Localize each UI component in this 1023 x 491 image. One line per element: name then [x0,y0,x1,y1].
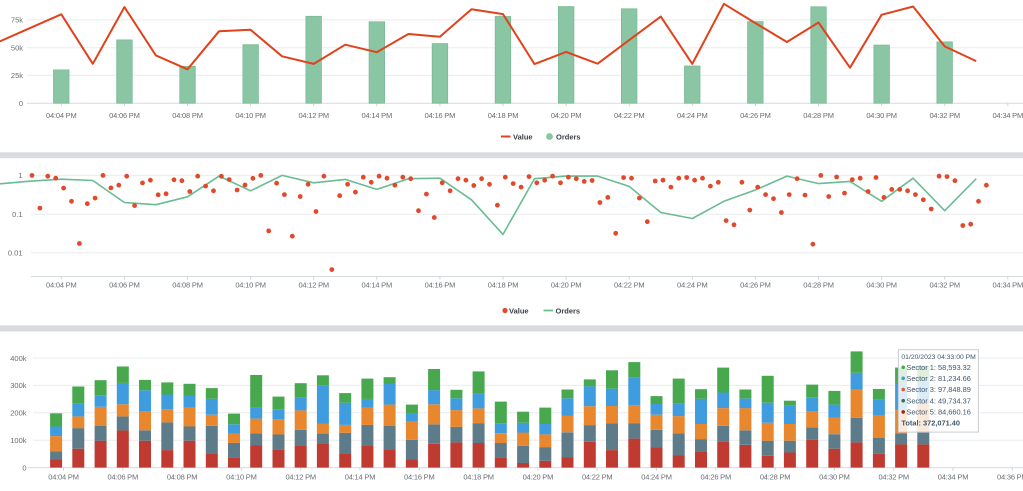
svg-text:0.01: 0.01 [8,249,23,258]
svg-text:Orders: Orders [556,306,581,315]
svg-text:Sector 1: 58,593.32: Sector 1: 58,593.32 [906,363,971,372]
svg-text:400k: 400k [10,354,27,363]
svg-text:0: 0 [19,99,23,108]
svg-text:04:20 PM: 04:20 PM [523,472,554,481]
svg-text:25k: 25k [11,71,23,80]
svg-text:04:04 PM: 04:04 PM [46,111,77,120]
svg-text:04:08 PM: 04:08 PM [172,111,203,120]
svg-text:04:14 PM: 04:14 PM [362,280,393,289]
svg-text:04:34 PM: 04:34 PM [993,111,1023,120]
svg-text:Value: Value [513,132,533,141]
svg-text:04:14 PM: 04:14 PM [345,472,376,481]
svg-text:04:04 PM: 04:04 PM [46,280,77,289]
svg-text:04:12 PM: 04:12 PM [298,111,329,120]
svg-text:04:04 PM: 04:04 PM [48,472,79,481]
svg-text:04:22 PM: 04:22 PM [614,280,645,289]
svg-text:04:22 PM: 04:22 PM [582,472,613,481]
svg-text:04:26 PM: 04:26 PM [740,280,771,289]
svg-text:04:32 PM: 04:32 PM [929,111,960,120]
svg-text:04:06 PM: 04:06 PM [109,111,140,120]
svg-text:04:22 PM: 04:22 PM [614,111,645,120]
svg-text:Orders: Orders [556,132,581,141]
svg-text:04:28 PM: 04:28 PM [760,472,791,481]
svg-text:Sector 3: 97,848.89: Sector 3: 97,848.89 [906,385,971,394]
svg-text:1: 1 [18,171,22,180]
svg-text:Sector 2: 81,234.66: Sector 2: 81,234.66 [906,374,971,383]
svg-text:04:16 PM: 04:16 PM [425,111,456,120]
svg-text:04:18 PM: 04:18 PM [463,472,494,481]
svg-text:100k: 100k [10,436,27,445]
svg-text:04:20 PM: 04:20 PM [551,111,582,120]
svg-text:200k: 200k [10,409,27,418]
svg-text:04:20 PM: 04:20 PM [551,280,582,289]
svg-text:Total: 372,071.40: Total: 372,071.40 [901,419,960,428]
svg-text:04:24 PM: 04:24 PM [677,111,708,120]
svg-text:04:26 PM: 04:26 PM [701,472,732,481]
svg-text:01/20/2023 04:33:00 PM: 01/20/2023 04:33:00 PM [901,354,976,361]
svg-text:Sector 5: 84,660.16: Sector 5: 84,660.16 [906,408,971,417]
svg-text:04:16 PM: 04:16 PM [425,280,456,289]
svg-text:04:24 PM: 04:24 PM [641,472,672,481]
svg-text:04:30 PM: 04:30 PM [866,280,897,289]
svg-text:04:18 PM: 04:18 PM [488,280,519,289]
svg-text:04:24 PM: 04:24 PM [677,280,708,289]
svg-text:04:18 PM: 04:18 PM [488,111,519,120]
svg-text:300k: 300k [10,381,27,390]
svg-text:04:34 PM: 04:34 PM [938,472,969,481]
svg-text:04:06 PM: 04:06 PM [109,280,140,289]
svg-text:04:10 PM: 04:10 PM [235,111,266,120]
svg-text:04:32 PM: 04:32 PM [929,280,960,289]
svg-text:04:36 PM: 04:36 PM [997,472,1023,481]
svg-text:04:14 PM: 04:14 PM [362,111,393,120]
svg-text:04:16 PM: 04:16 PM [404,472,435,481]
svg-text:04:06 PM: 04:06 PM [108,472,139,481]
svg-text:0.1: 0.1 [12,210,22,219]
svg-text:04:28 PM: 04:28 PM [803,280,834,289]
svg-text:50k: 50k [11,44,23,53]
svg-text:04:30 PM: 04:30 PM [866,111,897,120]
svg-text:04:12 PM: 04:12 PM [298,280,329,289]
svg-text:Value: Value [509,306,529,315]
svg-text:04:12 PM: 04:12 PM [285,472,316,481]
svg-text:04:32 PM: 04:32 PM [878,472,909,481]
svg-text:75k: 75k [11,16,23,25]
svg-text:04:08 PM: 04:08 PM [172,280,203,289]
svg-text:04:08 PM: 04:08 PM [167,472,198,481]
svg-text:04:30 PM: 04:30 PM [819,472,850,481]
svg-text:04:28 PM: 04:28 PM [803,111,834,120]
svg-text:Sector 4: 49,734.37: Sector 4: 49,734.37 [906,396,971,405]
svg-text:0: 0 [22,463,26,472]
svg-text:04:10 PM: 04:10 PM [235,280,266,289]
svg-text:04:34 PM: 04:34 PM [993,280,1023,289]
svg-text:04:10 PM: 04:10 PM [226,472,257,481]
svg-text:04:26 PM: 04:26 PM [740,111,771,120]
